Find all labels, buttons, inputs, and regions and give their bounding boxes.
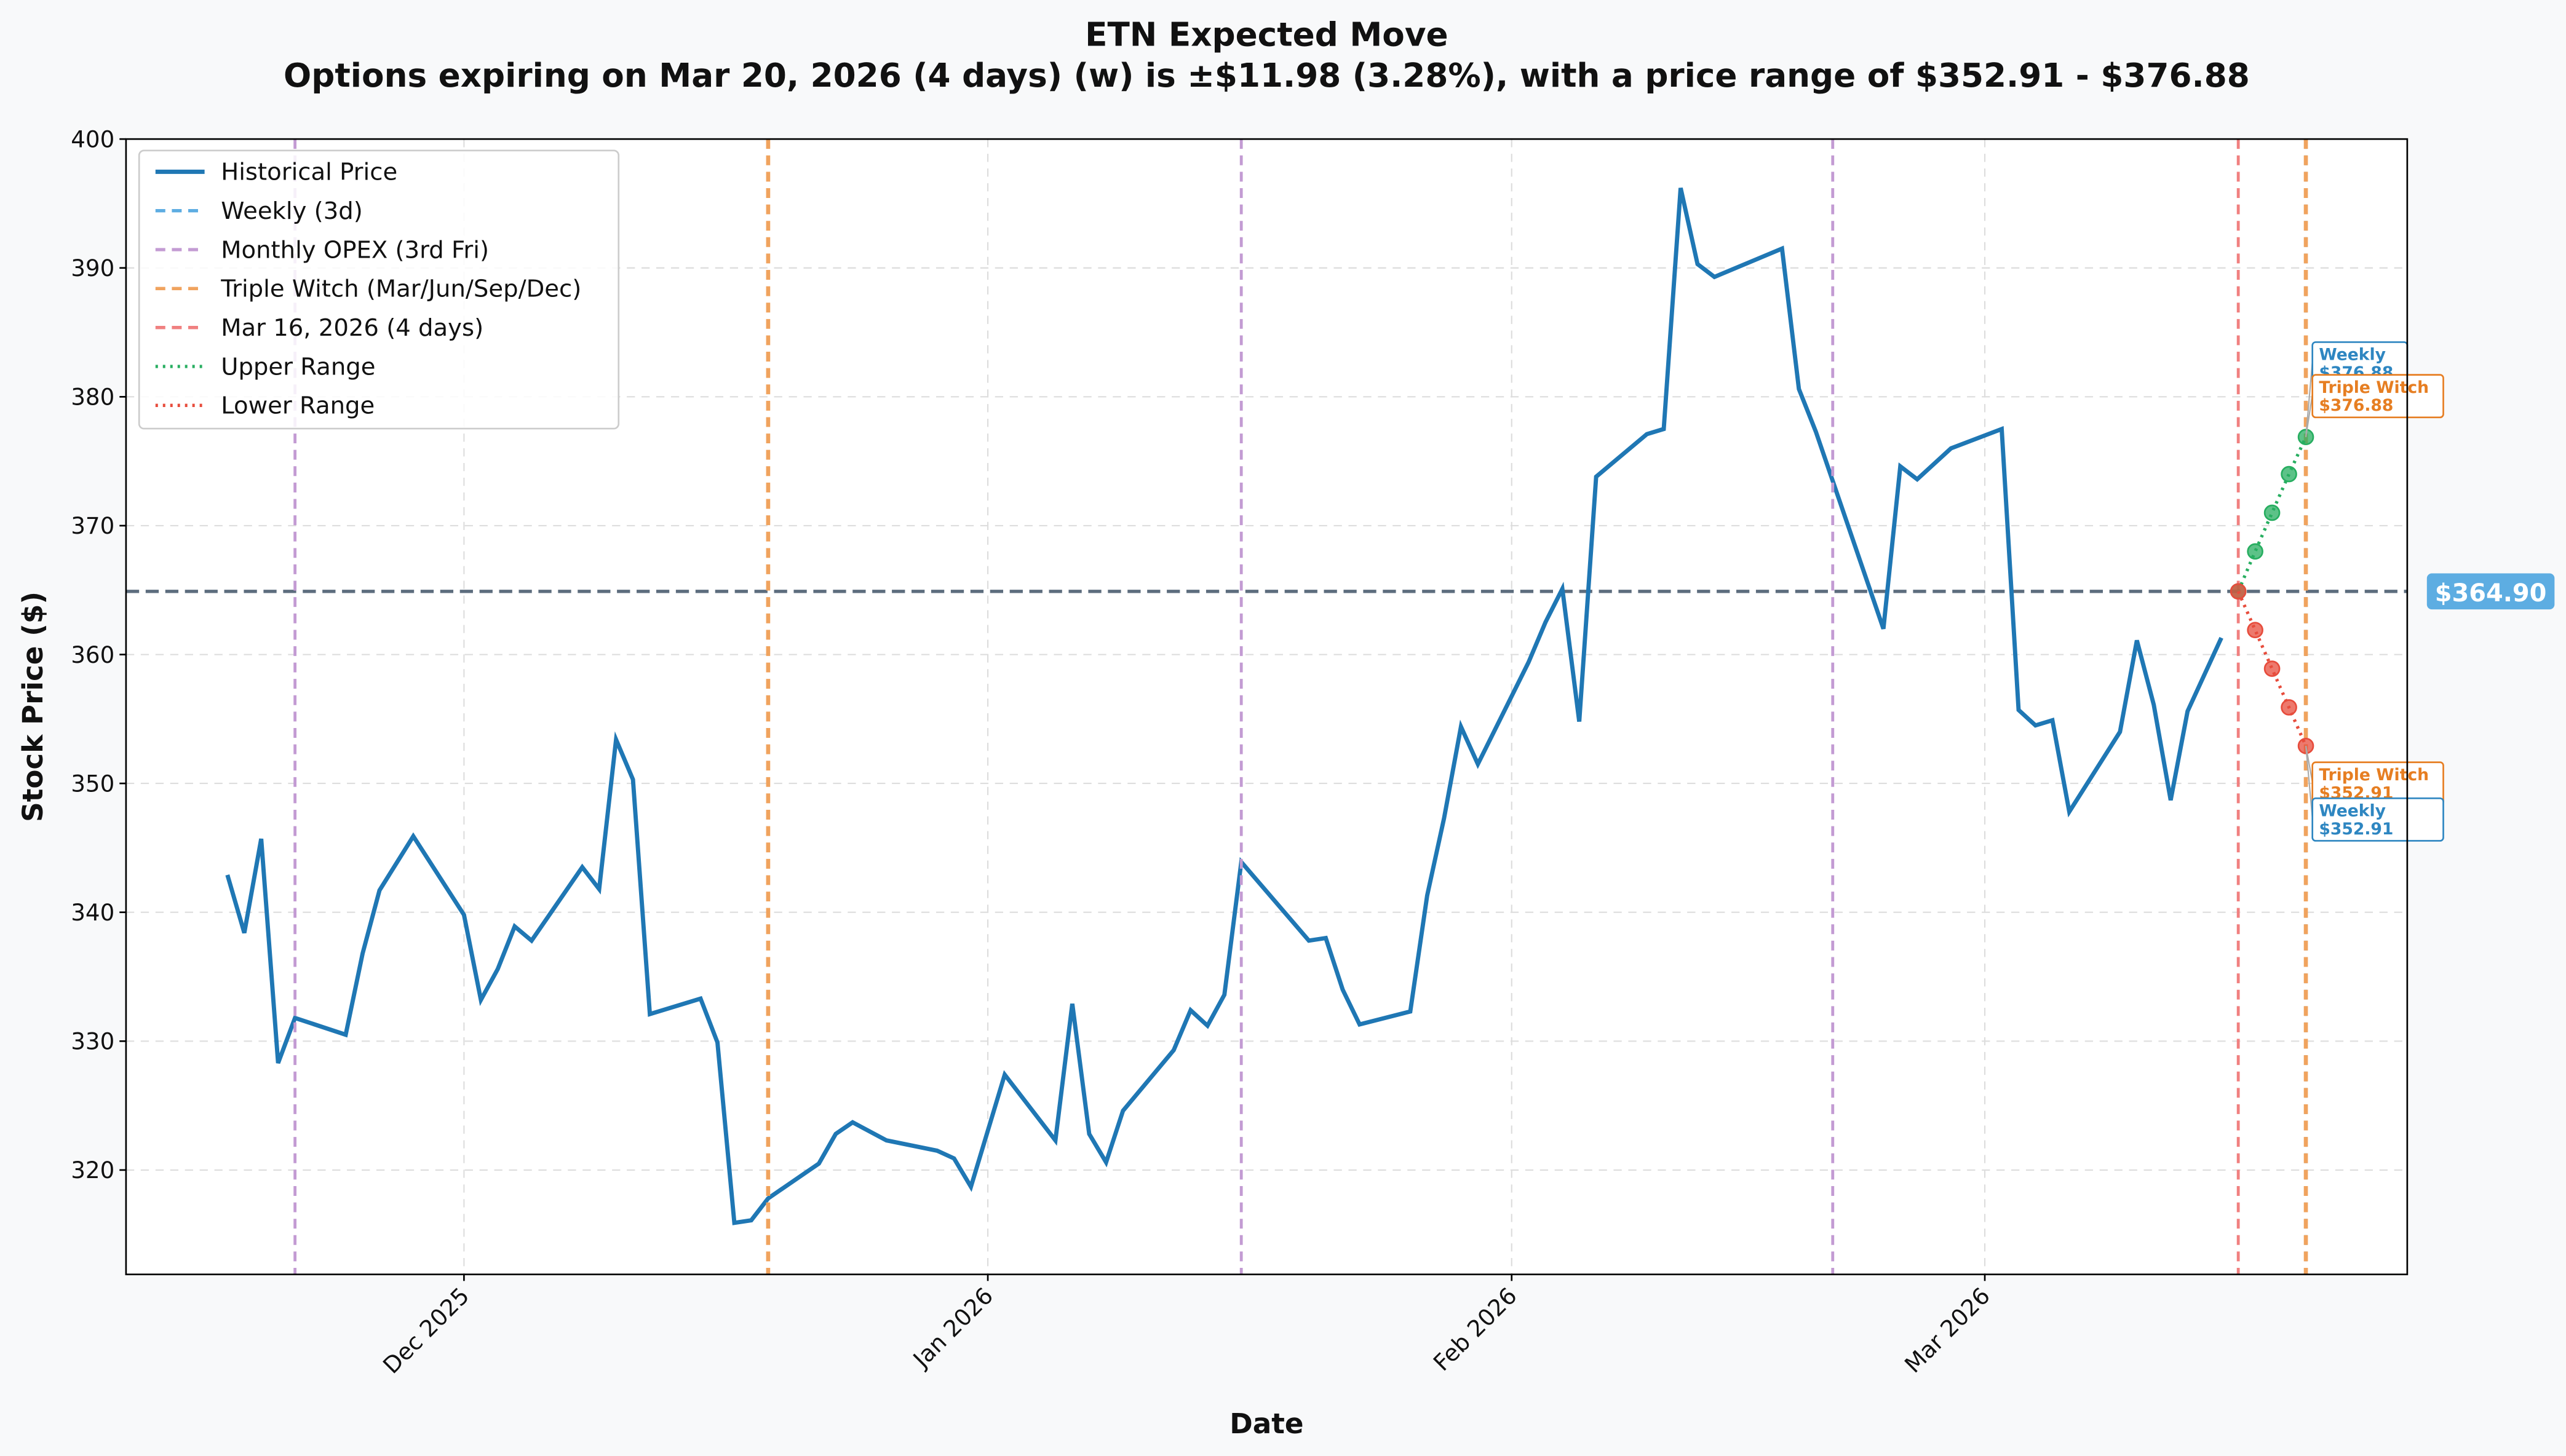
y-tick-label: 400: [71, 125, 114, 152]
legend: Historical Price Weekly (3d) Monthly OPEX …: [138, 149, 620, 430]
y-tick-label: 390: [71, 255, 114, 282]
y-tick-label: 320: [71, 1157, 114, 1184]
grid: [125, 138, 2407, 1275]
range-point: [2263, 504, 2281, 521]
range-point: [2247, 543, 2263, 560]
annotation-value: $352.91: [2319, 820, 2393, 839]
current-price-box: [2426, 573, 2555, 610]
chart-subtitle: Options expiring on Mar 20, 2026 (4 days…: [284, 57, 2250, 95]
legend-label: Mar 16, 2026 (4 days): [221, 314, 483, 342]
annotation-leader: [2305, 394, 2313, 437]
annotation-value: $376.88: [2319, 396, 2393, 415]
plot-frame: [125, 138, 2409, 1275]
x-axis-label: Date: [1229, 1407, 1303, 1440]
y-tick-label: 340: [71, 899, 114, 926]
range-line: [2236, 590, 2308, 747]
current-price-label: $364.90: [2435, 579, 2547, 607]
legend-label: Upper Range: [221, 353, 375, 381]
range-point: [2247, 622, 2263, 639]
annotation-leader: [2305, 362, 2313, 437]
range-point: [2263, 660, 2281, 677]
annotation-leader: [2305, 746, 2313, 818]
legend-label: Monthly OPEX (3rd Fri): [221, 236, 489, 264]
annotation-label: Triple Witch: [2319, 378, 2429, 397]
y-tick-label: 330: [71, 1028, 114, 1055]
y-axis-label: Stock Price ($): [17, 592, 49, 822]
y-tick-label: 360: [71, 641, 114, 668]
range-line: [2236, 436, 2308, 592]
legend-box: [138, 149, 620, 430]
annotation-box: [2311, 797, 2444, 842]
annotation-label: Weekly: [2319, 346, 2386, 365]
legend-label: Triple Witch (Mar/Jun/Sep/Dec): [220, 275, 581, 303]
range-point: [2230, 583, 2247, 600]
legend-label: Lower Range: [221, 392, 375, 420]
y-tick-label: 350: [71, 770, 114, 797]
y-tick-label: 370: [71, 512, 114, 539]
y-tick-label: 380: [71, 384, 114, 411]
range-point: [2281, 699, 2297, 716]
annotation-label: Weekly: [2319, 802, 2386, 821]
price-line: [225, 188, 2223, 1225]
range-point: [2281, 465, 2297, 483]
chart-title: ETN Expected Move: [1085, 15, 1448, 53]
legend-label: Weekly (3d): [221, 197, 363, 225]
annotation-label: Triple Witch: [2319, 766, 2429, 785]
annotation-box: [2311, 374, 2444, 419]
legend-label: Historical Price: [221, 159, 397, 186]
